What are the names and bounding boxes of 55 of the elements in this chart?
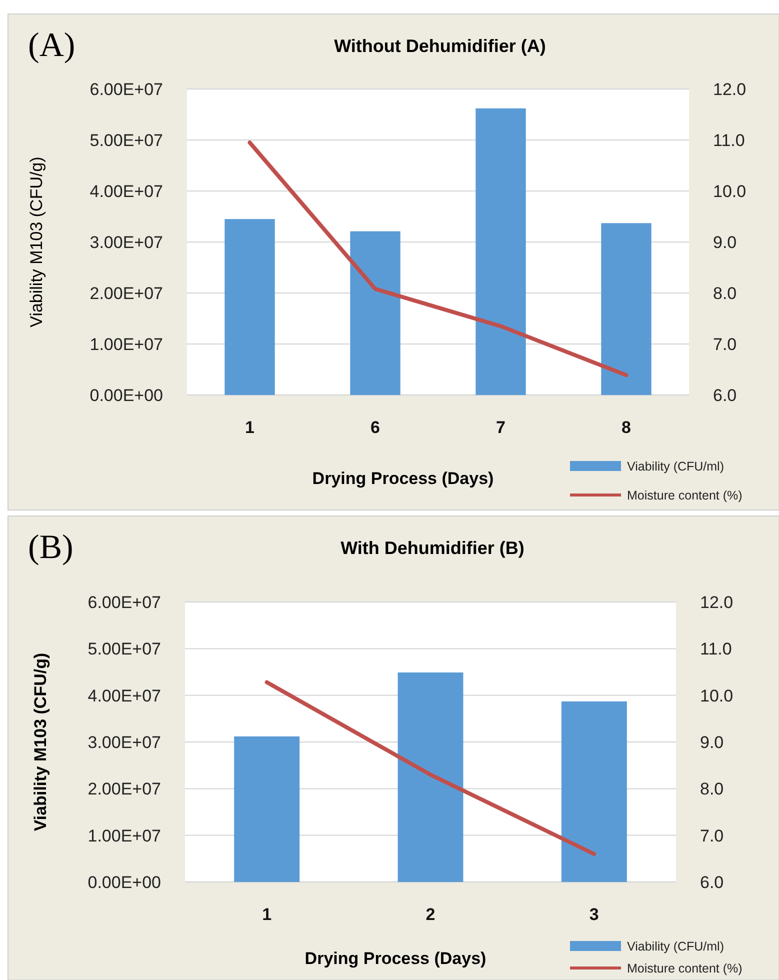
x-tick-label: 1 [245, 418, 254, 437]
y-tick-label: 5.00E+07 [90, 130, 163, 150]
text: (A) [28, 27, 76, 64]
y-tick-label: 4.00E+07 [88, 686, 161, 706]
bar [224, 219, 275, 395]
y-tick-label: 6.00E+07 [88, 592, 161, 612]
x-tick-label: 2 [426, 905, 436, 924]
x-axis-title: Drying Process (Days) [312, 469, 494, 488]
y-axis-title: Viability M103 (CFU/g) [27, 156, 46, 328]
bar [350, 231, 400, 395]
legend-label: Viability (CFU/ml) [627, 459, 724, 474]
y2-tick-label: 12.0 [713, 80, 746, 99]
x-tick-label: 6 [370, 418, 380, 437]
y-tick-label: 1.00E+07 [90, 334, 163, 354]
y-tick-label: 0.00E+00 [88, 872, 161, 892]
text: (B) [28, 529, 74, 566]
y-tick-label: 1.00E+07 [88, 826, 161, 846]
y2-tick-label: 7.0 [713, 334, 737, 354]
y-tick-label: 2.00E+07 [88, 780, 161, 799]
line-series [248, 140, 628, 378]
y2-tick-label: 6.0 [713, 386, 737, 405]
y-tick-label: 3.00E+07 [90, 232, 163, 252]
x-tick-label: 3 [589, 905, 599, 924]
chart-title: Without Dehumidifier (A) [334, 36, 546, 56]
bar [234, 736, 300, 882]
bar [601, 223, 652, 395]
y-tick-label: 3.00E+07 [88, 732, 161, 752]
y2-tick-label: 11.0 [713, 130, 745, 150]
x-axis-title: Drying Process (Days) [304, 949, 486, 968]
y-tick-label: 4.00E+07 [90, 182, 163, 201]
chart-title: With Dehumidifier (B) [340, 538, 524, 558]
y2-tick-label: 7.0 [700, 826, 724, 846]
bar [476, 108, 526, 395]
y2-tick-label: 12.0 [700, 592, 734, 612]
y-axis-title: Viability M103 (CFU/g) [31, 652, 50, 832]
x-tick-label: 1 [262, 905, 272, 924]
bar [398, 672, 464, 882]
y2-tick-label: 10.0 [713, 182, 746, 201]
legend-label: Moisture content (%) [627, 961, 742, 976]
x-tick-label: 8 [622, 418, 631, 437]
y2-tick-label: 8.0 [713, 284, 737, 303]
y-tick-label: 2.00E+07 [90, 284, 163, 303]
legend-label: Moisture content (%) [627, 488, 742, 502]
y2-tick-label: 6.0 [700, 872, 724, 892]
legend-label: Viability (CFU/ml) [627, 939, 724, 954]
y2-tick-label: 10.0 [700, 686, 734, 706]
y2-tick-label: 9.0 [713, 232, 737, 252]
bar [561, 701, 627, 882]
y2-tick-label: 9.0 [700, 732, 724, 752]
y-tick-label: 6.00E+07 [90, 80, 163, 99]
x-tick-label: 7 [496, 418, 506, 437]
y-tick-label: 0.00E+00 [90, 386, 163, 405]
y2-tick-label: 8.0 [700, 780, 724, 799]
y-tick-label: 5.00E+07 [88, 640, 161, 659]
y2-tick-label: 11.0 [700, 640, 732, 659]
